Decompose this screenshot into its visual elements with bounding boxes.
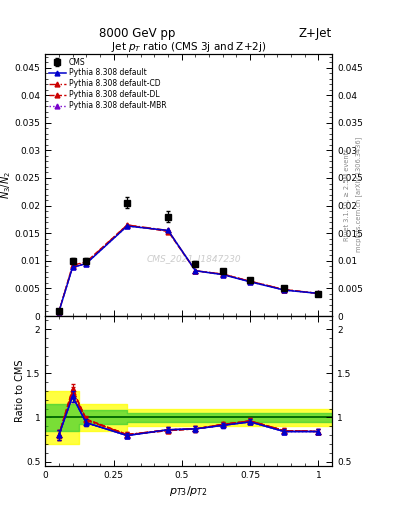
Pythia 8.308 default-CD <box>125 222 130 228</box>
Text: mcplots.cern.ch [arXiv:1306.3436]: mcplots.cern.ch [arXiv:1306.3436] <box>356 137 362 252</box>
Pythia 8.308 default-DL <box>84 259 88 265</box>
Line: Pythia 8.308 default: Pythia 8.308 default <box>57 224 321 314</box>
Line: Pythia 8.308 default-DL: Pythia 8.308 default-DL <box>57 223 321 314</box>
Pythia 8.308 default-MBR <box>193 268 198 274</box>
Pythia 8.308 default <box>248 279 252 285</box>
Pythia 8.308 default-MBR <box>248 279 252 285</box>
Pythia 8.308 default <box>193 268 198 274</box>
Text: 8000 GeV pp: 8000 GeV pp <box>99 27 176 40</box>
Pythia 8.308 default <box>57 309 61 315</box>
Pythia 8.308 default-DL <box>220 271 225 277</box>
Title: Jet $p_T$ ratio (CMS 3j and Z+2j): Jet $p_T$ ratio (CMS 3j and Z+2j) <box>111 39 266 54</box>
Pythia 8.308 default <box>70 264 75 270</box>
Pythia 8.308 default-DL <box>125 222 130 228</box>
Text: CMS_2021_I1847230: CMS_2021_I1847230 <box>147 254 242 263</box>
Pythia 8.308 default <box>125 223 130 229</box>
Pythia 8.308 default-DL <box>248 278 252 284</box>
Pythia 8.308 default-MBR <box>282 287 286 293</box>
Pythia 8.308 default-MBR <box>57 309 61 315</box>
Text: Z+Jet: Z+Jet <box>299 27 332 40</box>
Pythia 8.308 default-DL <box>57 309 61 315</box>
Pythia 8.308 default-CD <box>193 268 198 274</box>
Pythia 8.308 default-CD <box>248 278 252 284</box>
Line: Pythia 8.308 default-CD: Pythia 8.308 default-CD <box>57 223 321 314</box>
Text: Rivet 3.1.10, ≥ 2.5M events: Rivet 3.1.10, ≥ 2.5M events <box>344 148 350 241</box>
Pythia 8.308 default-MBR <box>84 261 88 267</box>
Pythia 8.308 default-DL <box>70 262 75 268</box>
Pythia 8.308 default <box>282 287 286 293</box>
Pythia 8.308 default-DL <box>166 228 171 234</box>
Pythia 8.308 default-CD <box>70 263 75 269</box>
Pythia 8.308 default-MBR <box>125 223 130 229</box>
Pythia 8.308 default-DL <box>193 268 198 274</box>
Pythia 8.308 default <box>220 271 225 278</box>
Line: Pythia 8.308 default-MBR: Pythia 8.308 default-MBR <box>57 224 321 314</box>
Legend: CMS, Pythia 8.308 default, Pythia 8.308 default-CD, Pythia 8.308 default-DL, Pyt: CMS, Pythia 8.308 default, Pythia 8.308 … <box>48 56 168 112</box>
Pythia 8.308 default-CD <box>166 227 171 233</box>
Pythia 8.308 default-DL <box>316 290 321 296</box>
Pythia 8.308 default-CD <box>316 290 321 296</box>
Pythia 8.308 default <box>84 261 88 267</box>
Pythia 8.308 default-CD <box>282 287 286 293</box>
Pythia 8.308 default <box>166 227 171 233</box>
Y-axis label: $N_3$/$N_2$: $N_3$/$N_2$ <box>0 171 13 199</box>
Y-axis label: Ratio to CMS: Ratio to CMS <box>15 360 25 422</box>
Pythia 8.308 default-CD <box>57 309 61 315</box>
Pythia 8.308 default-CD <box>220 271 225 277</box>
Pythia 8.308 default-MBR <box>316 290 321 296</box>
Pythia 8.308 default-DL <box>282 287 286 293</box>
Pythia 8.308 default-MBR <box>70 264 75 270</box>
Pythia 8.308 default-MBR <box>166 227 171 233</box>
X-axis label: $p_{T3}/p_{T2}$: $p_{T3}/p_{T2}$ <box>169 484 208 498</box>
Pythia 8.308 default <box>316 290 321 296</box>
Pythia 8.308 default-CD <box>84 260 88 266</box>
Pythia 8.308 default-MBR <box>220 271 225 278</box>
